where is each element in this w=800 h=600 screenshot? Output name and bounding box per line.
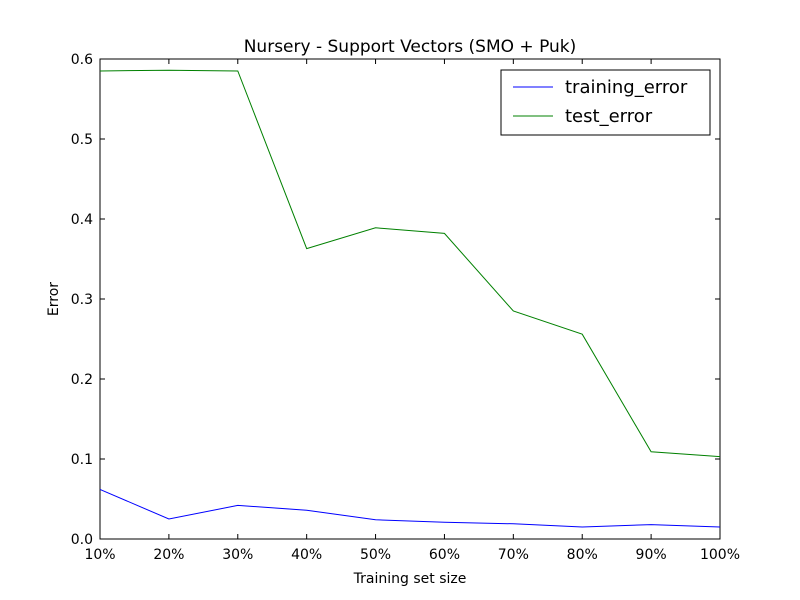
x-tick-label: 100% (700, 547, 740, 563)
x-tick-label: 10% (84, 547, 115, 563)
legend-frame (500, 69, 711, 136)
chart-title: Nursery - Support Vectors (SMO + Puk) (244, 37, 577, 57)
y-tick-label: 0.3 (71, 292, 93, 308)
tick-layer (99, 58, 721, 540)
plot-frame (99, 58, 721, 540)
series-layer (99, 69, 721, 528)
y-tick-label: 0.4 (71, 212, 93, 228)
y-tick-label: 0.0 (71, 532, 93, 548)
x-tick-label: 70% (498, 547, 529, 563)
legend-label-test-error: test_error (565, 106, 653, 127)
y-axis-label: Error (46, 282, 62, 316)
y-tick-label: 0.6 (71, 52, 93, 68)
x-tick-label: 30% (222, 547, 253, 563)
series-line-test-error (99, 69, 721, 458)
x-tick-labels: 10% 20% 30% 40% 50% 60% 70% 80% 90% 100% (84, 547, 740, 563)
legend-entries: training_error test_error (513, 77, 688, 127)
plot-area (99, 58, 721, 540)
y-tick-label: 0.2 (71, 372, 93, 388)
x-tick-label: 80% (567, 547, 598, 563)
legend-label-training-error: training_error (565, 77, 688, 98)
x-tick-label: 90% (636, 547, 667, 563)
x-tick-label: 50% (360, 547, 391, 563)
y-tick-labels: 0.0 0.1 0.2 0.3 0.4 0.5 0.6 (71, 52, 93, 548)
x-axis-label: Training set size (353, 571, 467, 587)
x-tick-label: 20% (153, 547, 184, 563)
legend: training_error test_error (500, 69, 711, 136)
x-tick-label: 40% (291, 547, 322, 563)
series-line-training-error (99, 488, 721, 528)
y-tick-label: 0.5 (71, 132, 93, 148)
x-tick-label: 60% (429, 547, 460, 563)
y-tick-label: 0.1 (71, 452, 93, 468)
